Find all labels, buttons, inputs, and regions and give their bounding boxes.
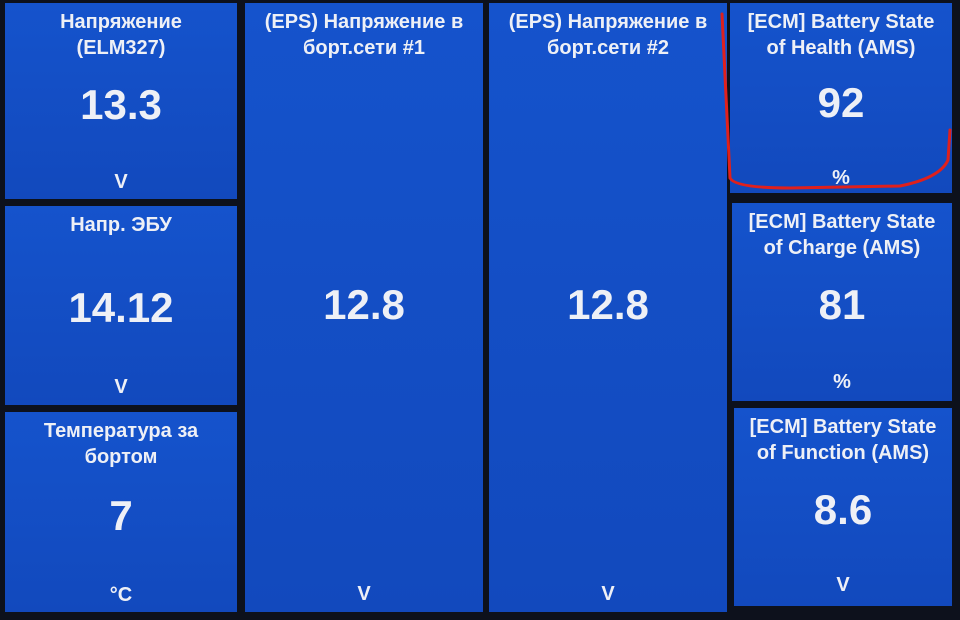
tile-unit: V [114, 376, 128, 398]
tile-value: 92 [817, 79, 865, 126]
tile-unit: °C [109, 584, 133, 606]
tile-value: 12.8 [567, 281, 649, 328]
tile-battery-soh[interactable]: [ECM] Battery State of Health (AMS) 92 % [730, 3, 952, 193]
tile-value: 81 [818, 281, 866, 328]
tile-voltage-elm327[interactable]: Напряжение (ELM327) 13.3 V [5, 3, 237, 199]
tile-title: Температура за бортом [43, 420, 199, 468]
tile-title: (EPS) Напряжение в борт.сети #2 [508, 11, 708, 59]
tile-eps-voltage-2[interactable]: (EPS) Напряжение в борт.сети #2 12.8 V [489, 3, 727, 612]
tile-value: 8.6 [813, 486, 873, 533]
tile-value: 13.3 [80, 81, 162, 128]
tile-value: 12.8 [323, 281, 405, 328]
tile-unit: % [833, 371, 851, 393]
tile-battery-sof[interactable]: [ECM] Battery State of Function (AMS) 8.… [734, 408, 952, 606]
tile-title: [ECM] Battery State of Health (AMS) [747, 11, 935, 59]
tile-eps-voltage-1[interactable]: (EPS) Напряжение в борт.сети #1 12.8 V [245, 3, 483, 612]
tile-battery-soc[interactable]: [ECM] Battery State of Charge (AMS) 81 % [732, 203, 952, 401]
tile-outside-temperature[interactable]: Температура за бортом 7 °C [5, 412, 237, 612]
tile-unit: V [601, 583, 615, 605]
tile-value: 14.12 [68, 284, 174, 331]
tile-title: [ECM] Battery State of Charge (AMS) [748, 211, 936, 259]
tile-title: Напр. ЭБУ [70, 214, 172, 236]
tile-title: [ECM] Battery State of Function (AMS) [749, 416, 937, 464]
tile-unit: V [357, 583, 371, 605]
tile-value: 7 [109, 492, 133, 539]
tile-title: (EPS) Напряжение в борт.сети #1 [264, 11, 464, 59]
tile-title: Напряжение (ELM327) [60, 11, 182, 59]
tile-unit: V [836, 574, 850, 596]
tile-unit: V [114, 171, 128, 193]
tile-ecu-voltage[interactable]: Напр. ЭБУ 14.12 V [5, 206, 237, 405]
tile-unit: % [832, 167, 850, 189]
